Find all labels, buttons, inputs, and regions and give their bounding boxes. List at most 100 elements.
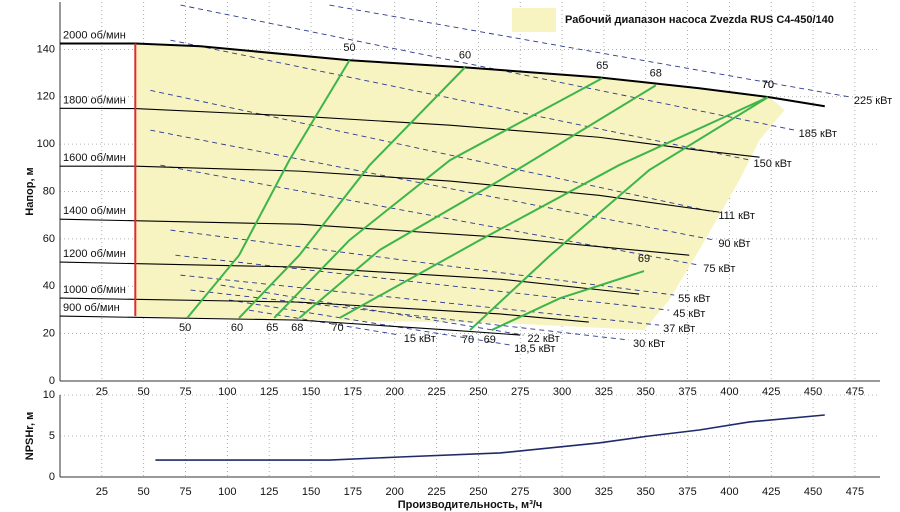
x-tick-label: 300 (553, 386, 571, 398)
power-line (175, 254, 670, 311)
speed-curve (60, 165, 720, 213)
power-line (180, 4, 795, 131)
legend-swatch (512, 8, 556, 32)
power-label: 111 кВт (718, 210, 755, 222)
power-line (249, 309, 400, 336)
x-tick-label: 150 (302, 386, 320, 398)
legend-label: Рабочий диапазон насоса Zvezda RUS C4-45… (565, 14, 834, 26)
x-tick-label: 375 (678, 486, 696, 498)
x-tick-label: 300 (553, 486, 571, 498)
speed-label: 1200 об/мин (63, 248, 126, 260)
power-label: 15 кВт (404, 333, 436, 345)
efficiency-label: 65 (266, 322, 278, 334)
efficiency-label: 70 (762, 79, 774, 91)
efficiency-label: 69 (484, 334, 496, 346)
efficiency-label: 70 (331, 322, 343, 334)
efficiency-label: 70 (762, 79, 774, 91)
efficiency-label: 69 (638, 253, 650, 265)
speed-label: 1600 об/мин (63, 152, 126, 164)
x-tick-label: 425 (762, 386, 780, 398)
x-tick-label: 475 (846, 386, 864, 398)
x-tick-label: 125 (260, 386, 278, 398)
x-tick-label: 50 (138, 486, 150, 498)
efficiency-curve (273, 77, 603, 319)
x-tick-label: 175 (344, 486, 362, 498)
efficiency-label: 60 (231, 322, 243, 334)
x-tick-label: 475 (846, 486, 864, 498)
x-tick-label: 25 (96, 386, 108, 398)
power-line (150, 89, 715, 213)
x-tick-label: 50 (138, 386, 150, 398)
power-label: 30 кВт (633, 338, 665, 350)
power-label: 37 кВт (663, 323, 695, 335)
y-tick-label: 100 (37, 138, 55, 150)
npsh-curve (155, 414, 825, 461)
x-tick-label: 175 (344, 386, 362, 398)
power-label: 22 кВт (528, 333, 560, 345)
power-label: 225 кВт (854, 95, 892, 107)
x-axis-label: Производительность, м³/ч (398, 499, 543, 511)
x-tick-label: 450 (804, 486, 822, 498)
power-label: 150 кВт (753, 158, 791, 170)
efficiency-curve (469, 96, 769, 331)
y-tick-label: 120 (37, 91, 55, 103)
speed-label: 1000 об/мин (63, 284, 126, 296)
power-label: 185 кВт (799, 128, 837, 140)
power-line (329, 4, 850, 98)
speed-curve (59, 261, 640, 295)
efficiency-label: 50 (343, 42, 355, 54)
x-tick-label: 200 (386, 386, 404, 398)
efficiency-label: 60 (459, 49, 471, 61)
power-line (150, 129, 715, 241)
x-tick-label: 325 (595, 486, 613, 498)
y-tick-label: 20 (43, 328, 55, 340)
speed-label: 1400 об/мин (63, 205, 126, 217)
speed-label: 900 об/мин (63, 302, 120, 314)
efficiency-curve (338, 96, 769, 319)
y-axis-label: NPSHr, м (24, 412, 36, 461)
efficiency-curve (491, 270, 645, 331)
x-tick-label: 125 (260, 486, 278, 498)
efficiency-curve (238, 66, 466, 319)
x-tick-label: 75 (179, 386, 191, 398)
x-tick-label: 25 (96, 486, 108, 498)
efficiency-label: 68 (650, 67, 662, 79)
power-label: 18,5 кВт (514, 343, 555, 355)
power-label: 90 кВт (718, 238, 750, 250)
y-tick-label: 0 (49, 471, 55, 483)
x-tick-label: 100 (218, 486, 236, 498)
x-tick-label: 275 (511, 486, 529, 498)
x-tick-label: 450 (804, 386, 822, 398)
y-tick-label: 5 (49, 430, 55, 442)
x-tick-label: 150 (302, 486, 320, 498)
x-tick-label: 400 (720, 386, 738, 398)
x-tick-label: 250 (469, 486, 487, 498)
y-tick-label: 40 (43, 280, 55, 292)
x-tick-label: 200 (386, 486, 404, 498)
speed-curve (59, 315, 521, 336)
power-label: 75 кВт (703, 263, 735, 275)
power-line (170, 229, 675, 296)
x-tick-label: 375 (678, 386, 696, 398)
speed-label: 1800 об/мин (63, 94, 126, 106)
x-tick-label: 325 (595, 386, 613, 398)
x-tick-label: 400 (720, 486, 738, 498)
operating-range (135, 43, 785, 331)
x-tick-label: 275 (511, 386, 529, 398)
speed-curve (60, 42, 825, 108)
x-tick-label: 350 (637, 486, 655, 498)
efficiency-curve (298, 84, 657, 319)
speed-curve (59, 218, 690, 256)
power-line (190, 289, 630, 341)
efficiency-curve (186, 59, 351, 319)
x-tick-label: 75 (179, 486, 191, 498)
x-tick-label: 425 (762, 486, 780, 498)
x-tick-label: 225 (427, 386, 445, 398)
y-tick-label: 80 (43, 185, 55, 197)
efficiency-label: 50 (179, 322, 191, 334)
power-label: 45 кВт (673, 308, 705, 320)
x-tick-label: 350 (637, 386, 655, 398)
x-tick-label: 250 (469, 386, 487, 398)
power-line (160, 164, 700, 266)
